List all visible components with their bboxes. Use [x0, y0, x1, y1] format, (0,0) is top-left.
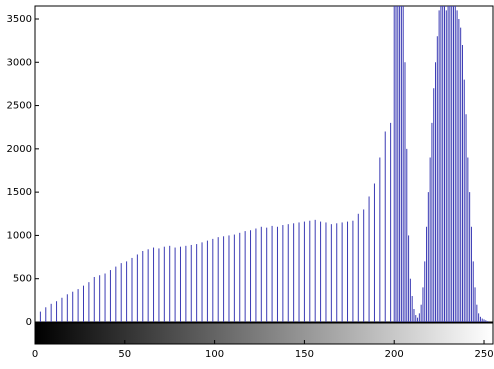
- y-tick-label: 500: [13, 274, 32, 285]
- y-tick-label: 0: [26, 317, 32, 328]
- x-tick-label: 50: [118, 349, 131, 360]
- x-tick-label: 250: [474, 349, 493, 360]
- x-tick-label: 200: [385, 349, 404, 360]
- y-tick-label: 1000: [7, 230, 32, 241]
- plot-frame: [34, 5, 494, 323]
- y-tick-label: 2000: [7, 144, 32, 155]
- x-tick-label: 0: [32, 349, 38, 360]
- x-tick-label: 100: [205, 349, 224, 360]
- stems: [39, 6, 489, 322]
- x-tick-label: 150: [295, 349, 314, 360]
- colorbar: [34, 322, 494, 345]
- y-tick-label: 3500: [7, 14, 32, 25]
- y-tick-label: 1500: [7, 187, 32, 198]
- y-tick-label: 2500: [7, 101, 32, 112]
- y-tick-label: 3000: [7, 57, 32, 68]
